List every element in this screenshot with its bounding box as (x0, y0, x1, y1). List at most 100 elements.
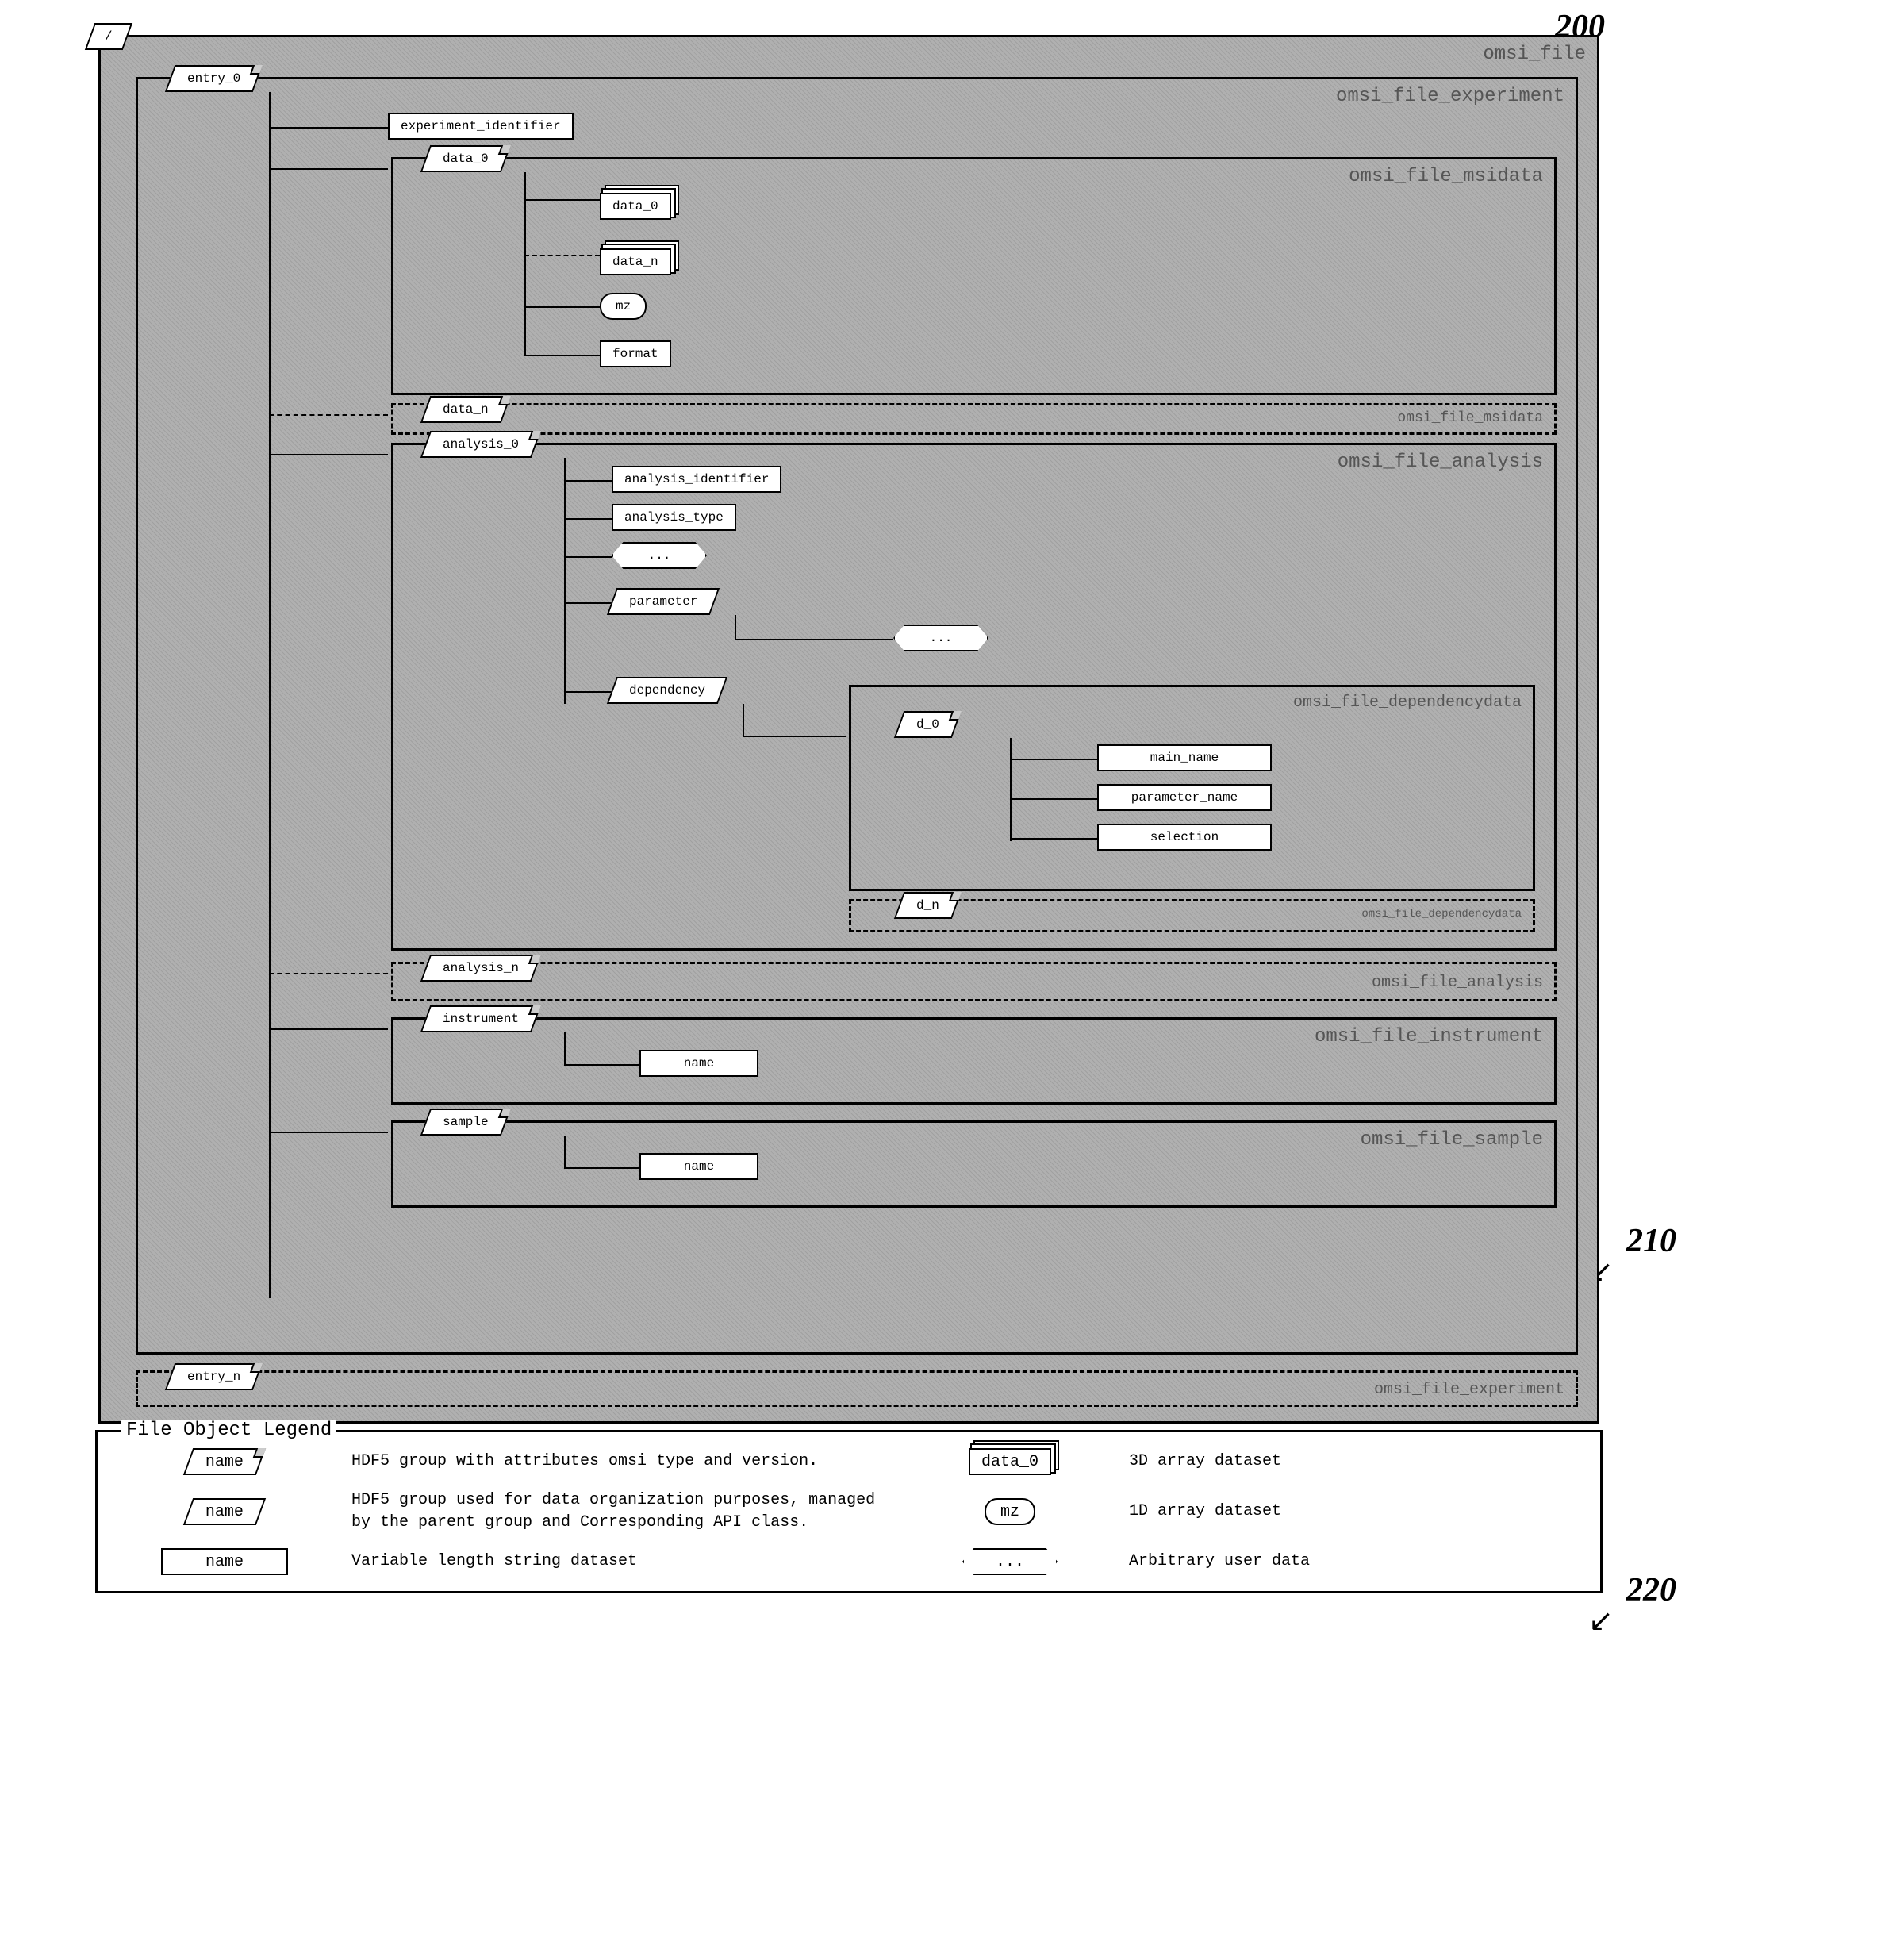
mz-label: mz (616, 299, 631, 313)
group-experiment-n: entry_n omsi_file_experiment (136, 1370, 1578, 1407)
node-analysis-n: analysis_n (420, 955, 541, 982)
group-analysis-0: analysis_0 omsi_file_analysis analysis_i… (391, 443, 1557, 951)
group-analysis-n: analysis_n omsi_file_analysis (391, 962, 1557, 1001)
legend-shape-hdf5-attr: name (113, 1448, 336, 1475)
node-analysis-0: analysis_0 (420, 431, 541, 458)
analysis-identifier-label: analysis_identifier (624, 472, 769, 486)
arrow-220: ↙ (1588, 1603, 1614, 1639)
node-dependency: dependency (607, 677, 727, 704)
selection-label: selection (1150, 830, 1219, 844)
legend-r2-desc: HDF5 group used for data organization pu… (351, 1489, 891, 1534)
node-parameter: parameter (607, 588, 720, 615)
node-main-name: main_name (1097, 744, 1272, 771)
hexagon-1-label: ... (648, 548, 671, 563)
node-data-0: data_0 (420, 145, 511, 172)
node-entry-n: entry_n (165, 1363, 263, 1390)
legend-shape-string: name (113, 1548, 336, 1575)
group-dependency-data: omsi_file_dependencydata d_0 main_name (849, 685, 1535, 891)
group-label-msidata-0: omsi_file_msidata (1349, 166, 1543, 187)
group-label-analysis-n: omsi_file_analysis (1372, 974, 1543, 992)
group-label-depdata: omsi_file_dependencydata (1293, 694, 1522, 712)
node-format: format (600, 340, 671, 367)
format-label: format (612, 347, 658, 361)
group-instrument: instrument omsi_file_instrument name (391, 1017, 1557, 1105)
group-label-msidata-n: omsi_file_msidata (1397, 410, 1543, 426)
msi-data-0-label: data_0 (612, 199, 658, 213)
group-msidata-n: data_n omsi_file_msidata (391, 403, 1557, 435)
node-msi-data-0: data_0 (600, 193, 671, 220)
parameter-name-label: parameter_name (1131, 790, 1238, 805)
sample-node-label: sample (443, 1115, 489, 1129)
group-label-file: omsi_file (1483, 44, 1586, 65)
node-entry-0: entry_0 (165, 65, 263, 92)
node-sample-name: name (639, 1153, 758, 1180)
group-label-sample: omsi_file_sample (1361, 1129, 1543, 1151)
legend-title: File Object Legend (121, 1420, 336, 1441)
legend-r2-shape2-label: mz (1000, 1503, 1019, 1521)
node-analysis-n-label: analysis_n (443, 961, 519, 975)
node-d-n: d_n (894, 892, 962, 919)
legend-shape-hex: ... (907, 1548, 1113, 1575)
node-mz: mz (600, 293, 647, 320)
parameter-label: parameter (629, 594, 697, 609)
node-msi-data-n: data_n (600, 248, 671, 275)
group-omsi-file: / omsi_file entry_0 omsi_file_experiment… (98, 35, 1599, 1424)
node-analysis-0-label: analysis_0 (443, 437, 519, 452)
node-data-n: data_n (420, 396, 511, 423)
node-hexagon-1: ... (612, 542, 707, 569)
legend-shape-hdf5-plain: name (113, 1498, 336, 1525)
analysis-type-label: analysis_type (624, 510, 724, 525)
d-n-label: d_n (916, 898, 939, 913)
entry-n-label: entry_n (187, 1370, 240, 1384)
node-data-0-label: data_0 (443, 152, 489, 166)
legend-r1-desc2: 3D array dataset (1129, 1451, 1584, 1473)
legend-r1-shape-label: name (205, 1453, 244, 1471)
node-sample: sample (420, 1109, 511, 1136)
node-d-0: d_0 (894, 711, 962, 738)
hexagon-2-label: ... (930, 631, 953, 645)
legend-r2-shape-label: name (205, 1503, 244, 1521)
node-analysis-type: analysis_type (612, 504, 736, 531)
legend: File Object Legend name HDF5 group with … (95, 1430, 1603, 1593)
legend-r2-desc2: 1D array dataset (1129, 1501, 1584, 1523)
d-0-label: d_0 (916, 717, 939, 732)
node-data-n-label: data_n (443, 402, 489, 417)
group-label-experiment-n: omsi_file_experiment (1374, 1381, 1564, 1399)
node-entry-0-label: entry_0 (187, 71, 240, 86)
group-label-experiment-0: omsi_file_experiment (1336, 86, 1564, 107)
node-selection: selection (1097, 824, 1272, 851)
legend-r3-shape2-label: ... (996, 1553, 1024, 1571)
group-experiment-0: entry_0 omsi_file_experiment experiment_… (136, 77, 1578, 1355)
main-name-label: main_name (1150, 751, 1219, 765)
instrument-node-label: instrument (443, 1012, 519, 1026)
legend-r3-shape-label: name (205, 1553, 244, 1571)
legend-shape-1d-array: mz (907, 1498, 1113, 1525)
group-dep-d-n: d_n omsi_file_dependencydata (849, 899, 1535, 932)
legend-r1-shape2-label: data_0 (981, 1453, 1038, 1471)
legend-shape-3d-array: data_0 (907, 1448, 1113, 1475)
node-parameter-name: parameter_name (1097, 784, 1272, 811)
root-tab: / (85, 23, 132, 50)
diagram-container: / omsi_file entry_0 omsi_file_experiment… (95, 35, 1603, 1593)
annotation-210: 210 (1626, 1222, 1676, 1260)
node-instrument-name: name (639, 1050, 758, 1077)
group-sample: sample omsi_file_sample name (391, 1120, 1557, 1208)
msi-data-n-label: data_n (612, 255, 658, 269)
dependency-label: dependency (629, 683, 705, 698)
legend-r3-desc: Variable length string dataset (351, 1551, 891, 1573)
annotation-220: 220 (1626, 1571, 1676, 1609)
node-instrument: instrument (420, 1005, 541, 1032)
node-analysis-identifier: analysis_identifier (612, 466, 781, 493)
sample-name-label: name (684, 1159, 714, 1174)
group-msidata-0: data_0 omsi_file_msidata data_0 data_n (391, 157, 1557, 395)
instrument-name-label: name (684, 1056, 714, 1070)
group-label-analysis-0: omsi_file_analysis (1338, 452, 1543, 473)
group-label-instrument: omsi_file_instrument (1315, 1026, 1543, 1047)
legend-r3-desc2: Arbitrary user data (1129, 1551, 1584, 1573)
legend-r1-desc: HDF5 group with attributes omsi_type and… (351, 1451, 891, 1473)
node-experiment-identifier: experiment_identifier (388, 113, 574, 140)
group-label-dep-d-n: omsi_file_dependencydata (1361, 908, 1522, 920)
node-hexagon-2: ... (893, 625, 988, 651)
root-tab-label: / (105, 29, 113, 44)
experiment-identifier-label: experiment_identifier (401, 119, 561, 133)
